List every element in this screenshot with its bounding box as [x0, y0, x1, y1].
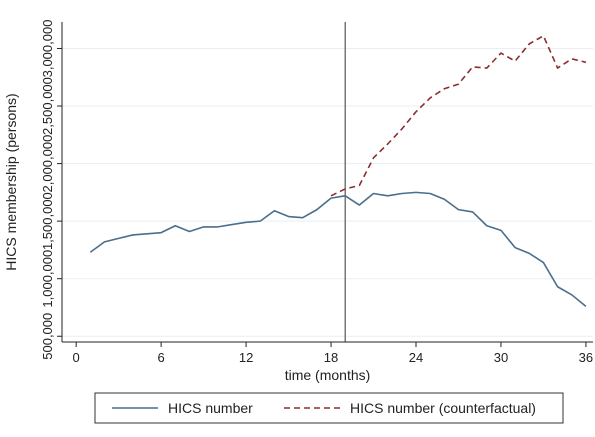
y-axis-title: HICS membership (persons)	[3, 93, 19, 270]
y-tick-label: 500,000	[40, 313, 55, 360]
y-tick-label: 1,000,000	[40, 250, 55, 308]
legend: HICS number HICS number (counterfactual)	[95, 393, 563, 423]
x-tick-label: 36	[579, 350, 593, 365]
legend-label-hics-number: HICS number	[168, 400, 253, 416]
plot-area	[62, 22, 593, 342]
y-tick-label: 3,000,000	[40, 20, 55, 78]
y-tick-label: 2,000,000	[40, 135, 55, 193]
legend-label-counterfactual: HICS number (counterfactual)	[350, 400, 536, 416]
x-tick-label: 18	[324, 350, 338, 365]
x-axis-title: time (months)	[285, 367, 371, 383]
y-tick-label: 1,500,000	[40, 192, 55, 250]
x-tick-label: 24	[409, 350, 423, 365]
x-tick-label: 30	[494, 350, 508, 365]
y-tick-label: 2,500,000	[40, 77, 55, 135]
x-tick-label: 0	[73, 350, 80, 365]
x-tick-label: 6	[158, 350, 165, 365]
x-tick-label: 12	[239, 350, 253, 365]
